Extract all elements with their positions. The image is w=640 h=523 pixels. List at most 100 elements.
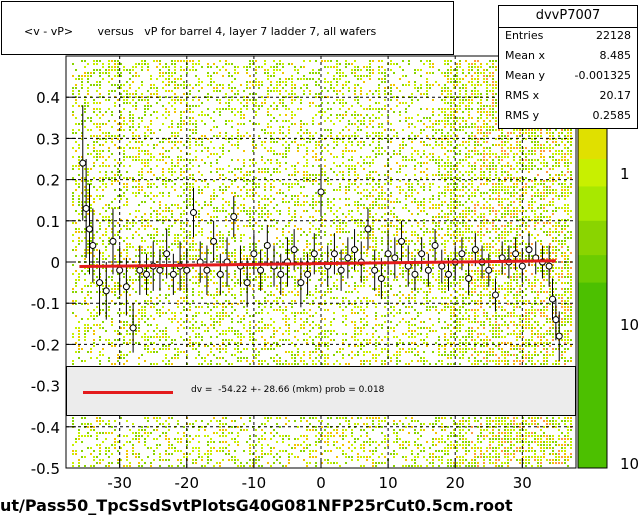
density-cell xyxy=(360,417,362,419)
density-cell xyxy=(159,315,161,317)
density-cell xyxy=(321,267,323,269)
density-cell xyxy=(321,219,323,221)
density-cell xyxy=(126,453,128,455)
density-cell xyxy=(105,228,107,230)
density-cell xyxy=(378,252,380,254)
density-cell xyxy=(378,108,380,110)
density-cell xyxy=(72,168,74,170)
density-cell xyxy=(300,108,302,110)
density-cell xyxy=(123,108,125,110)
density-cell xyxy=(282,201,284,203)
density-cell xyxy=(138,204,140,206)
density-cell xyxy=(249,279,251,281)
density-cell xyxy=(300,120,302,122)
density-cell xyxy=(249,216,251,218)
density-cell xyxy=(216,294,218,296)
density-cell xyxy=(372,159,374,161)
density-cell xyxy=(348,63,350,65)
density-cell xyxy=(234,273,236,275)
density-cell xyxy=(126,435,128,437)
density-cell xyxy=(336,225,338,227)
density-cell xyxy=(210,237,212,239)
density-cell xyxy=(381,225,383,227)
density-cell xyxy=(375,294,377,296)
density-cell xyxy=(381,240,383,242)
density-cell xyxy=(120,111,122,113)
density-cell xyxy=(336,447,338,449)
density-cell xyxy=(243,114,245,116)
density-cell xyxy=(375,264,377,266)
density-cell xyxy=(333,441,335,443)
density-cell xyxy=(366,114,368,116)
density-cell xyxy=(150,198,152,200)
density-cell xyxy=(312,201,314,203)
density-cell xyxy=(90,84,92,86)
density-cell xyxy=(93,333,95,335)
density-cell xyxy=(93,135,95,137)
density-cell xyxy=(354,84,356,86)
density-cell xyxy=(171,75,173,77)
density-cell xyxy=(198,345,200,347)
density-cell xyxy=(258,300,260,302)
density-cell xyxy=(294,294,296,296)
density-cell xyxy=(174,291,176,293)
density-cell xyxy=(381,243,383,245)
density-cell xyxy=(117,174,119,176)
density-cell xyxy=(243,249,245,251)
density-cell xyxy=(297,171,299,173)
density-cell xyxy=(171,285,173,287)
density-cell xyxy=(366,351,368,353)
density-cell xyxy=(207,222,209,224)
density-cell xyxy=(78,213,80,215)
density-cell xyxy=(147,159,149,161)
density-cell xyxy=(126,255,128,257)
density-cell xyxy=(123,339,125,341)
density-cell xyxy=(324,231,326,233)
density-cell xyxy=(276,90,278,92)
density-cell xyxy=(315,132,317,134)
density-cell xyxy=(168,102,170,104)
density-cell xyxy=(270,345,272,347)
density-cell xyxy=(156,447,158,449)
density-cell xyxy=(345,81,347,83)
density-cell xyxy=(141,171,143,173)
density-cell xyxy=(168,423,170,425)
density-cell xyxy=(345,435,347,437)
density-cell xyxy=(378,204,380,206)
density-cell xyxy=(192,249,194,251)
density-cell xyxy=(225,360,227,362)
density-cell xyxy=(249,222,251,224)
density-cell xyxy=(171,165,173,167)
density-cell xyxy=(144,429,146,431)
density-cell xyxy=(309,231,311,233)
density-cell xyxy=(255,456,257,458)
density-cell xyxy=(249,63,251,65)
density-cell xyxy=(123,303,125,305)
density-cell xyxy=(267,342,269,344)
density-cell xyxy=(141,249,143,251)
density-cell xyxy=(150,225,152,227)
density-cell xyxy=(234,255,236,257)
density-cell xyxy=(135,129,137,131)
density-cell xyxy=(138,150,140,152)
density-cell xyxy=(249,219,251,221)
density-cell xyxy=(294,315,296,317)
density-cell xyxy=(150,87,152,89)
density-cell xyxy=(231,339,233,341)
density-cell xyxy=(105,204,107,206)
density-cell xyxy=(129,429,131,431)
density-cell xyxy=(270,450,272,452)
density-cell xyxy=(147,294,149,296)
density-cell xyxy=(141,162,143,164)
density-cell xyxy=(330,168,332,170)
density-cell xyxy=(207,99,209,101)
density-cell xyxy=(141,99,143,101)
density-cell xyxy=(195,255,197,257)
density-cell xyxy=(225,270,227,272)
density-cell xyxy=(132,432,134,434)
density-cell xyxy=(351,144,353,146)
density-cell xyxy=(324,87,326,89)
density-cell xyxy=(156,93,158,95)
density-cell xyxy=(141,246,143,248)
density-cell xyxy=(342,354,344,356)
